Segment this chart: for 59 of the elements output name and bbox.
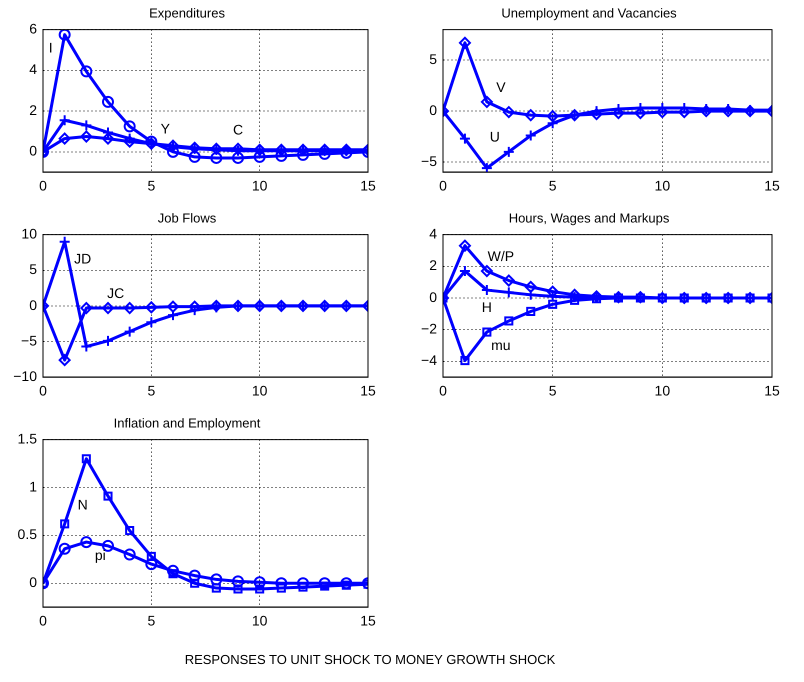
series-label: pi xyxy=(94,546,106,563)
x-tick-label: 15 xyxy=(764,382,780,398)
y-tick-label: 5 xyxy=(429,51,438,68)
series-label: JC xyxy=(107,284,124,301)
x-tick-label: 10 xyxy=(252,177,268,194)
y-tick-label: 2 xyxy=(429,257,438,274)
x-tick-label: 10 xyxy=(654,382,670,398)
y-tick-label: 0.5 xyxy=(18,526,38,542)
y-tick-label: 4 xyxy=(29,61,38,78)
x-tick-label: 10 xyxy=(654,177,670,194)
y-tick-label: 0 xyxy=(29,574,38,590)
series-label: V xyxy=(496,78,506,95)
series-label: I xyxy=(48,40,53,56)
x-tick-label: 5 xyxy=(147,612,156,628)
y-tick-label: −10 xyxy=(13,368,38,384)
y-tick-label: 2 xyxy=(29,102,38,118)
series-label: N xyxy=(78,496,88,513)
y-tick-label: 1.5 xyxy=(18,430,38,446)
y-tick-label: −5 xyxy=(421,152,438,169)
y-tick-label: −5 xyxy=(21,332,38,348)
x-tick-label: 5 xyxy=(548,177,557,194)
x-tick-label: 0 xyxy=(39,382,48,398)
x-tick-label: 5 xyxy=(147,177,156,194)
series-label: JD xyxy=(74,250,92,267)
x-tick-label: 10 xyxy=(252,382,268,398)
chart-title: Job Flows xyxy=(158,210,217,226)
text: RESPONSES TO UNIT SHOCK TO MONEY GROWTH SHOCK xyxy=(184,652,556,667)
y-tick-label: 0 xyxy=(29,142,38,159)
chart-title: Expenditures xyxy=(149,5,226,20)
y-tick-label: 4 xyxy=(429,225,438,242)
chart-title: Hours, Wages and Markups xyxy=(508,210,670,226)
y-tick-label: 6 xyxy=(29,20,38,36)
y-tick-label: 0 xyxy=(429,102,438,118)
series-label: H xyxy=(482,298,492,315)
x-tick-label: 5 xyxy=(548,382,557,398)
series-label: C xyxy=(232,122,244,138)
y-tick-label: 1 xyxy=(29,478,38,494)
x-tick-label: 15 xyxy=(764,177,780,194)
series-label: U xyxy=(490,128,500,145)
x-tick-label: 0 xyxy=(39,177,48,194)
series-label: Y xyxy=(160,120,171,137)
x-tick-label: 10 xyxy=(252,612,268,628)
y-tick-label: 0 xyxy=(29,296,38,313)
x-tick-label: 15 xyxy=(360,382,376,398)
x-tick-label: 15 xyxy=(360,177,376,194)
chart-title: Inflation and Employment xyxy=(114,415,261,430)
y-tick-label: 10 xyxy=(21,225,38,242)
chart-title: Unemployment and Vacancies xyxy=(501,5,678,20)
x-tick-label: 0 xyxy=(39,612,48,628)
y-tick-label: 5 xyxy=(29,261,38,278)
x-tick-label: 0 xyxy=(439,177,448,194)
x-tick-label: 15 xyxy=(360,612,376,628)
y-tick-label: 0 xyxy=(429,288,438,305)
series-label: mu xyxy=(491,336,511,353)
y-tick-label: −2 xyxy=(421,320,438,337)
series-label: W/P xyxy=(488,248,514,264)
x-tick-label: 5 xyxy=(147,382,156,398)
x-tick-label: 0 xyxy=(439,382,448,398)
y-tick-label: −4 xyxy=(421,352,438,368)
